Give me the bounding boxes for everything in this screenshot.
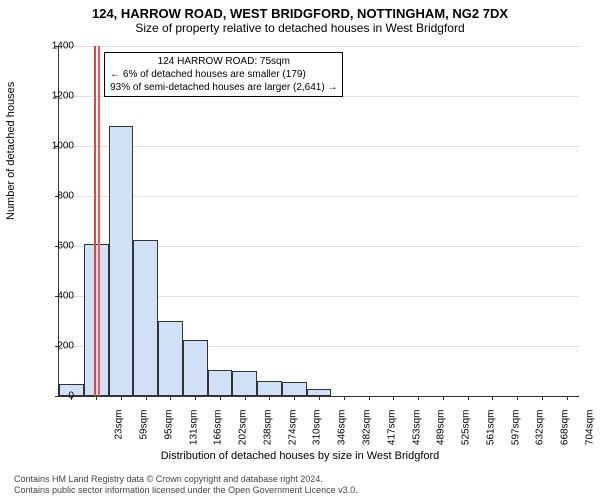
chart-container: 124, HARROW ROAD, WEST BRIDGFORD, NOTTIN… <box>0 0 600 500</box>
footer-attribution: Contains HM Land Registry data © Crown c… <box>14 474 358 497</box>
callout-line: 124 HARROW ROAD: 75sqm <box>110 55 337 68</box>
callout-line: 93% of semi-detached houses are larger (… <box>110 81 337 94</box>
y-tick-label: 1400 <box>34 41 74 52</box>
histogram-bar <box>84 244 109 397</box>
callout-box: 124 HARROW ROAD: 75sqm← 6% of detached h… <box>104 52 343 97</box>
histogram-bar <box>208 370 233 396</box>
y-tick-label: 400 <box>34 291 74 302</box>
histogram-bar <box>257 381 282 396</box>
plot-area: 23sqm59sqm95sqm131sqm166sqm202sqm238sqm2… <box>58 46 578 396</box>
y-tick-label: 1000 <box>34 141 74 152</box>
histogram-bar <box>307 389 332 397</box>
histogram-bar <box>232 371 257 396</box>
footer-line-2: Contains public sector information licen… <box>14 485 358 496</box>
y-tick-label: 600 <box>34 241 74 252</box>
chart-subtitle: Size of property relative to detached ho… <box>0 21 600 39</box>
y-tick-label: 800 <box>34 191 74 202</box>
histogram-bar <box>158 321 183 396</box>
histogram-bar <box>133 240 158 396</box>
x-axis-label: Distribution of detached houses by size … <box>0 450 600 462</box>
y-axis-label: Number of detached houses <box>5 82 17 220</box>
chart-title-address: 124, HARROW ROAD, WEST BRIDGFORD, NOTTIN… <box>0 0 600 21</box>
y-tick-label: 200 <box>34 341 74 352</box>
footer-line-1: Contains HM Land Registry data © Crown c… <box>14 474 358 485</box>
marker-line <box>98 46 100 396</box>
marker-line <box>94 46 96 396</box>
callout-line: ← 6% of detached houses are smaller (179… <box>110 68 337 81</box>
y-tick-label: 1200 <box>34 91 74 102</box>
y-tick-label: 0 <box>34 391 74 402</box>
histogram-bar <box>183 340 208 396</box>
histogram-bar <box>109 126 134 396</box>
histogram-bar <box>282 382 307 396</box>
